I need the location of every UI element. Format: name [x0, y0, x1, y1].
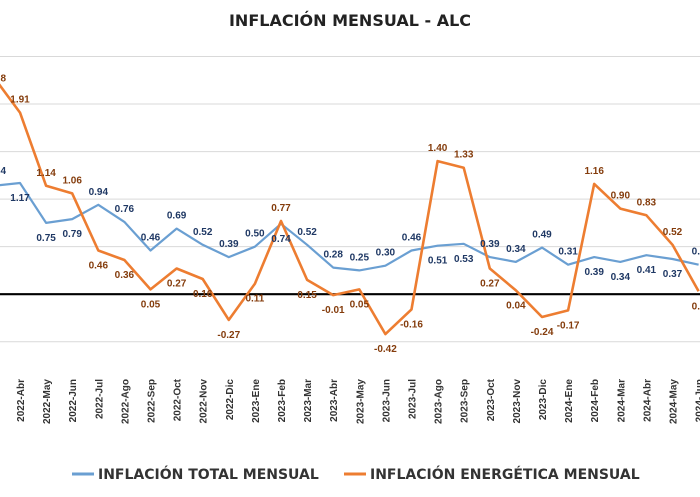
x-tick-label: 2023-Ago: [434, 379, 445, 424]
data-label: 0.94: [89, 187, 109, 198]
x-tick-label: 2023-Jun: [381, 379, 392, 422]
data-label: 0.05: [350, 299, 370, 310]
data-label: 0.74: [271, 234, 291, 245]
data-labels: 4 1.17 0.75 0.79 0.94 0.76 0.46 0.69 0.52 0.39 0.5…: [0, 73, 700, 355]
data-label: 1.06: [62, 175, 82, 186]
x-tick-label: 2024-Jun: [695, 379, 700, 422]
x-tick-label: 2023-Sep: [460, 379, 471, 423]
data-label: 0.0: [692, 301, 700, 312]
x-tick-label: 2023-Ene: [251, 379, 262, 423]
data-label: 1.16: [584, 166, 604, 177]
data-label: 0.30: [376, 248, 396, 259]
data-label: 1.33: [454, 150, 474, 161]
x-tick-label: 2024-Feb: [590, 379, 601, 422]
data-label: 0.25: [350, 252, 370, 263]
data-label: 1.91: [10, 95, 30, 106]
x-tick-label: 2022-May: [42, 379, 53, 424]
data-label: 1.40: [428, 143, 448, 154]
data-label: -0.42: [374, 344, 397, 355]
series-lines: [0, 83, 700, 336]
legend-energy-label: INFLACIÓN ENERGÉTICA MENSUAL: [370, 465, 640, 483]
data-label: -0.24: [531, 327, 554, 338]
x-tick-label: 2023-Abr: [329, 379, 340, 422]
data-label: 0.75: [36, 233, 56, 244]
data-label: 0.04: [506, 300, 526, 311]
x-tick-label: 2023-Jul: [408, 379, 419, 419]
x-tick-label: 2022-Nov: [199, 379, 210, 424]
data-label: 0.79: [62, 229, 82, 240]
data-label: 0.37: [663, 269, 683, 280]
x-tick-label: 2023-Feb: [277, 379, 288, 422]
x-tick-label: 2022-Jul: [94, 379, 105, 419]
x-tick-label: 2023-Oct: [486, 378, 497, 421]
x-tick-label: 2023-May: [355, 379, 366, 424]
data-label: 0.31: [558, 247, 578, 258]
data-label: 1.14: [36, 168, 56, 179]
data-label: -0.01: [322, 305, 345, 316]
data-label: 0.39: [219, 239, 239, 250]
data-label: 0.76: [115, 204, 135, 215]
data-label: 0.27: [480, 279, 500, 290]
legend-total-label: INFLACIÓN TOTAL MENSUAL: [98, 465, 319, 483]
data-label: 0.39: [584, 267, 604, 278]
x-tick-label: 2024-Ene: [564, 379, 575, 423]
data-label: 0.52: [193, 227, 213, 238]
x-tick-label: 2022-Ago: [120, 379, 131, 424]
x-tick-label: 2023-Dic: [538, 379, 549, 421]
data-label: 0.39: [480, 239, 500, 250]
data-label: 4: [0, 166, 6, 177]
data-label: 1.17: [10, 193, 30, 204]
x-tick-label: 2022-Abr: [16, 379, 27, 422]
data-label: 0.34: [611, 272, 631, 283]
data-label: 0.83: [637, 197, 657, 208]
x-tick-label: 2022-Jun: [68, 379, 79, 422]
data-label: 0.05: [141, 299, 161, 310]
data-label: -0.17: [557, 320, 580, 331]
data-label: 0.46: [402, 232, 422, 243]
data-label: 0.16: [193, 289, 213, 300]
x-tick-label: 2024-May: [669, 379, 680, 424]
x-axis-tick-labels: 2022-Abr 2022-May 2022-Jun 2022-Jul 2022-Ago…: [16, 378, 700, 424]
data-label: 0.52: [663, 227, 683, 238]
data-label: 0.46: [89, 260, 109, 271]
data-label: 0.52: [297, 227, 317, 238]
data-label: 0.28: [323, 250, 343, 261]
data-label: 0.50: [245, 229, 265, 240]
data-label: 0.27: [167, 279, 187, 290]
data-label: 0.3: [692, 247, 700, 258]
data-label: 0.11: [245, 294, 264, 305]
data-label: 0.49: [532, 230, 552, 241]
data-label: 0.51: [428, 256, 448, 267]
data-label: 0.41: [637, 265, 657, 276]
data-label: 8: [0, 73, 6, 84]
x-tick-label: 2024-Abr: [642, 379, 653, 422]
gridlines: [0, 56, 700, 343]
data-label: -0.16: [400, 319, 423, 330]
data-label: 0.34: [506, 244, 526, 255]
data-label: 0.46: [141, 232, 161, 243]
x-tick-label: 2022-Oct: [173, 378, 184, 421]
data-label: 0.90: [611, 191, 631, 202]
x-tick-label: 2023-Nov: [512, 379, 523, 424]
data-label: 0.77: [271, 203, 291, 214]
chart-title: INFLACIÓN MENSUAL - ALC: [229, 11, 471, 30]
data-label: 0.36: [115, 270, 135, 281]
x-tick-label: 2022-Dic: [225, 379, 236, 421]
data-label: -0.27: [217, 330, 240, 341]
legend: INFLACIÓN TOTAL MENSUAL INFLACIÓN ENERGÉ…: [72, 465, 640, 483]
data-label: 0.15: [297, 290, 317, 301]
series-line-total: [0, 181, 699, 272]
x-tick-label: 2024-Mar: [616, 379, 627, 422]
data-label: 0.69: [167, 211, 187, 222]
series-line-energy: [0, 83, 700, 336]
data-label: 0.53: [454, 254, 474, 265]
x-tick-label: 2022-Sep: [147, 379, 158, 423]
x-tick-label: 2023-Mar: [303, 379, 314, 422]
